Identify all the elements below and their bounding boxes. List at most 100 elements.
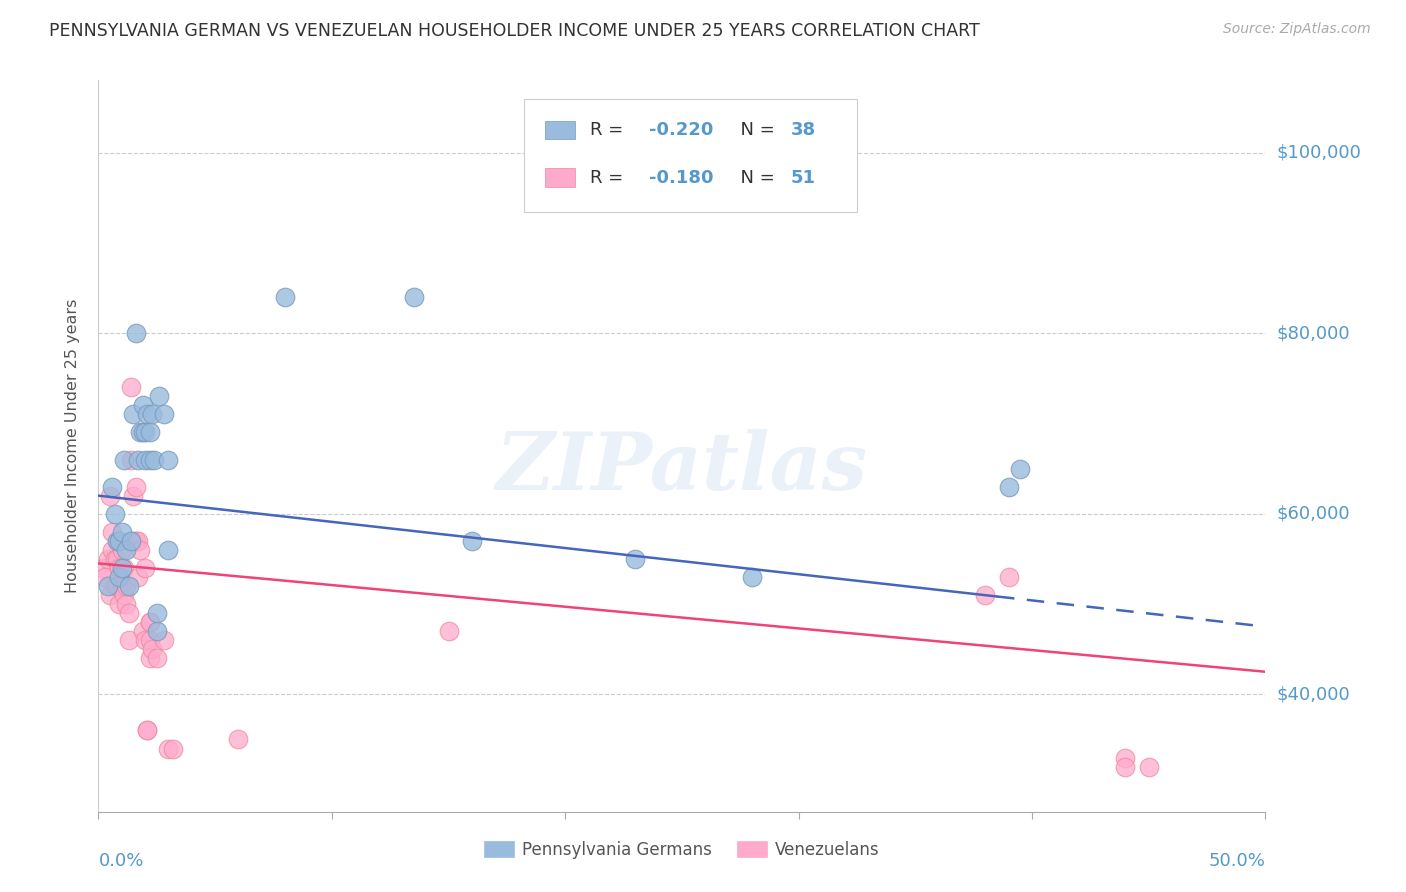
Point <box>94 570 117 584</box>
Point <box>139 651 162 665</box>
Point <box>1137 759 1160 773</box>
Point <box>98 489 121 503</box>
Point <box>120 452 142 467</box>
Point <box>134 452 156 467</box>
Text: ZIPatlas: ZIPatlas <box>496 429 868 507</box>
Text: 0.0%: 0.0% <box>98 852 143 870</box>
Point <box>997 570 1019 584</box>
Point <box>134 561 156 575</box>
Point <box>108 570 131 584</box>
Point <box>461 533 484 548</box>
Point <box>111 579 134 593</box>
Point <box>143 452 166 467</box>
Point <box>139 633 162 648</box>
Point <box>108 533 131 548</box>
Point <box>274 290 297 304</box>
Point <box>146 651 169 665</box>
Point <box>122 408 145 422</box>
Point <box>132 624 155 639</box>
Point <box>1114 750 1136 764</box>
Point <box>105 552 128 566</box>
Point <box>118 579 141 593</box>
Text: R =: R = <box>589 169 628 186</box>
Point <box>101 480 124 494</box>
Point <box>118 606 141 620</box>
Point <box>115 579 138 593</box>
Point <box>134 633 156 648</box>
Point <box>97 552 120 566</box>
Point <box>101 542 124 557</box>
Text: 50.0%: 50.0% <box>1209 852 1265 870</box>
Point <box>112 452 135 467</box>
Point <box>974 588 997 602</box>
Point <box>112 588 135 602</box>
Point <box>91 561 114 575</box>
Text: $100,000: $100,000 <box>1277 144 1361 161</box>
Point <box>141 642 163 657</box>
Bar <box>546 169 575 186</box>
Text: $60,000: $60,000 <box>1277 505 1350 523</box>
Point <box>162 741 184 756</box>
Point <box>148 389 170 403</box>
Point <box>98 588 121 602</box>
Point <box>132 425 155 440</box>
Point <box>136 723 159 738</box>
Point <box>139 425 162 440</box>
Point <box>1010 461 1032 475</box>
Point <box>120 533 142 548</box>
Point <box>1114 759 1136 773</box>
Point <box>157 452 180 467</box>
Point <box>125 533 148 548</box>
Point <box>437 624 460 639</box>
Point <box>115 597 138 611</box>
Point <box>139 615 162 629</box>
Point <box>136 408 159 422</box>
Point <box>125 480 148 494</box>
Legend: Pennsylvania Germans, Venezuelans: Pennsylvania Germans, Venezuelans <box>477 834 887 865</box>
Point <box>129 425 152 440</box>
Point <box>127 452 149 467</box>
Point <box>104 552 127 566</box>
Text: 51: 51 <box>790 169 815 186</box>
Point <box>111 542 134 557</box>
Point <box>97 579 120 593</box>
Point <box>228 732 250 747</box>
Point <box>127 533 149 548</box>
Point <box>104 507 127 521</box>
Point <box>125 326 148 340</box>
Point <box>127 570 149 584</box>
Point <box>105 533 128 548</box>
Point <box>139 452 162 467</box>
Text: N =: N = <box>728 169 780 186</box>
Point <box>157 741 180 756</box>
Point <box>141 408 163 422</box>
Point <box>104 579 127 593</box>
Bar <box>546 121 575 139</box>
Y-axis label: Householder Income Under 25 years: Householder Income Under 25 years <box>65 299 80 593</box>
Point <box>129 542 152 557</box>
Point <box>108 561 131 575</box>
Point <box>101 524 124 539</box>
Point <box>122 533 145 548</box>
FancyBboxPatch shape <box>524 99 856 212</box>
Point <box>624 552 647 566</box>
Text: $80,000: $80,000 <box>1277 324 1350 343</box>
Point <box>139 615 162 629</box>
Point <box>152 408 174 422</box>
Point <box>997 480 1019 494</box>
Point <box>146 606 169 620</box>
Point <box>111 561 134 575</box>
Text: $40,000: $40,000 <box>1277 685 1350 703</box>
Text: PENNSYLVANIA GERMAN VS VENEZUELAN HOUSEHOLDER INCOME UNDER 25 YEARS CORRELATION : PENNSYLVANIA GERMAN VS VENEZUELAN HOUSEH… <box>49 22 980 40</box>
Text: R =: R = <box>589 121 628 139</box>
Point <box>122 489 145 503</box>
Point <box>120 380 142 394</box>
Text: -0.180: -0.180 <box>650 169 714 186</box>
Point <box>146 624 169 639</box>
Point <box>741 570 763 584</box>
Point <box>402 290 425 304</box>
Point <box>105 579 128 593</box>
Point <box>134 425 156 440</box>
Text: N =: N = <box>728 121 780 139</box>
Point <box>136 723 159 738</box>
